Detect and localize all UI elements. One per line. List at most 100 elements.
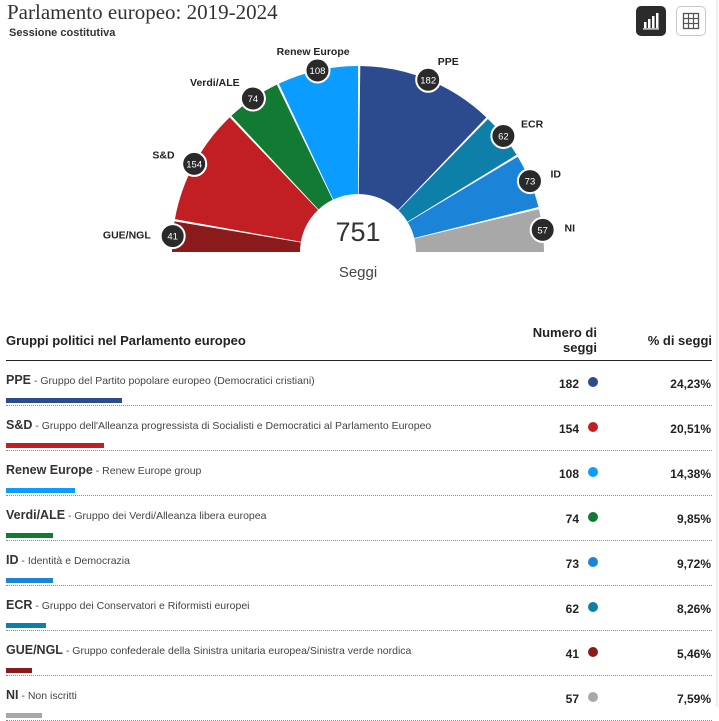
group-abbr: Renew Europe [6, 463, 93, 477]
seat-count-verdi-ale: 74 [248, 94, 259, 105]
seat-count-gue-ngl: 41 [167, 232, 178, 243]
total-seats-label: Seggi [339, 264, 377, 281]
group-label-ni: NI [565, 222, 576, 234]
seat-count-s-d: 154 [186, 159, 202, 170]
group-name: PPE - Gruppo del Partito popolare europe… [6, 373, 315, 387]
group-full-name: - Gruppo dei Verdi/Alleanza libera europ… [65, 510, 267, 522]
share-bar [6, 443, 104, 448]
color-dot [588, 422, 598, 432]
seat-badge-id [516, 168, 543, 195]
seat-count-ppe: 182 [420, 75, 436, 86]
group-label-renew-europe: Renew Europe [277, 46, 350, 58]
hemicycle-chart: 41 GUE/NGL 154 S&D 74 Verdi/ALE 108 Renew Europ… [103, 46, 576, 281]
table-view-button[interactable] [676, 6, 706, 36]
percent-value: 14,38% [670, 467, 711, 481]
table-row: ECR - Gruppo dei Conservatori e Riformis… [6, 585, 712, 631]
percent-value: 20,51% [670, 422, 711, 436]
share-bar [6, 398, 122, 403]
table-row: GUE/NGL - Gruppo confederale della Sinis… [6, 630, 712, 676]
seats-value: 62 [565, 602, 579, 616]
group-name: Renew Europe - Renew Europe group [6, 463, 201, 477]
segment-ppe[interactable] [358, 66, 487, 211]
seats-value: 154 [558, 422, 579, 436]
seat-badge-gue-ngl [159, 223, 186, 250]
table-row: NI - Non iscritti 57 7,59% [6, 675, 712, 721]
segment-verdi-ale[interactable] [231, 84, 333, 210]
color-dot [588, 602, 598, 612]
chart-view-button[interactable] [636, 6, 666, 36]
table-row: ID - Identità e Democrazia 73 9,72% [6, 540, 712, 586]
group-abbr: S&D [6, 418, 33, 432]
seats-value: 41 [565, 647, 579, 661]
seat-count-renew-europe: 108 [310, 66, 326, 77]
group-label-ppe: PPE [438, 56, 459, 68]
table-header: Gruppi politici nel Parlamento europeo N… [6, 320, 712, 361]
group-full-name: - Renew Europe group [92, 465, 202, 477]
seats-value: 108 [558, 467, 579, 481]
seats-value: 57 [565, 692, 579, 706]
group-full-name: - Gruppo confederale della Sinistra unit… [62, 645, 412, 657]
total-seats: 751 [335, 217, 380, 247]
table-row: Verdi/ALE - Gruppo dei Verdi/Alleanza li… [6, 495, 712, 541]
segment-ni[interactable] [414, 209, 544, 252]
column-header-group: Gruppi politici nel Parlamento europeo [6, 333, 246, 348]
group-abbr: ECR [6, 598, 33, 612]
seat-count-id: 73 [525, 177, 536, 188]
color-dot [588, 647, 598, 657]
share-bar [6, 668, 32, 673]
group-label-s-d: S&D [152, 149, 175, 161]
percent-value: 8,26% [676, 602, 711, 616]
seat-badge-renew-europe [304, 57, 331, 84]
group-full-name: - Gruppo dell'Alleanza progressista di S… [32, 420, 432, 432]
segment-id[interactable] [407, 156, 539, 238]
percent-value: 7,59% [676, 692, 711, 706]
seats-value: 182 [558, 377, 579, 391]
seats-value: 73 [565, 557, 579, 571]
page-subtitle: Sessione costitutiva [9, 27, 116, 39]
share-bar [6, 488, 75, 493]
percent-value: 9,72% [676, 557, 711, 571]
table-row: S&D - Gruppo dell'Alleanza progressista … [6, 405, 712, 451]
percent-value: 5,46% [676, 647, 711, 661]
color-dot [588, 377, 598, 387]
group-name: Verdi/ALE - Gruppo dei Verdi/Alleanza li… [6, 508, 266, 522]
group-abbr: NI [6, 688, 19, 702]
seat-badge-ppe [415, 66, 442, 93]
group-full-name: - Gruppo dei Conservatori e Riformisti e… [32, 600, 250, 612]
table-row: PPE - Gruppo del Partito popolare europe… [6, 360, 712, 406]
segment-ecr[interactable] [398, 118, 517, 222]
seat-count-ecr: 62 [498, 131, 509, 142]
group-name: GUE/NGL - Gruppo confederale della Sinis… [6, 643, 411, 657]
percent-value: 24,23% [670, 377, 711, 391]
column-header-seats: Numero di seggi [532, 325, 597, 355]
bar-chart-icon [643, 13, 659, 30]
share-bar [6, 713, 42, 718]
group-abbr: PPE [6, 373, 32, 387]
color-dot [588, 557, 598, 567]
group-label-id: ID [550, 168, 561, 180]
group-abbr: GUE/NGL [6, 643, 63, 657]
group-name: S&D - Gruppo dell'Alleanza progressista … [6, 418, 431, 432]
group-label-ecr: ECR [521, 119, 544, 131]
segment-gue-ngl[interactable] [172, 221, 301, 252]
group-full-name: - Non iscritti [18, 690, 77, 702]
share-bar [6, 578, 53, 583]
seat-badge-ecr [490, 122, 517, 149]
seat-count-ni: 57 [537, 225, 548, 236]
column-header-percent: % di seggi [647, 333, 712, 348]
group-label-verdi-ale: Verdi/ALE [190, 77, 240, 89]
segment-s-d[interactable] [174, 117, 318, 242]
group-name: NI - Non iscritti [6, 688, 77, 702]
group-name: ECR - Gruppo dei Conservatori e Riformis… [6, 598, 250, 612]
segment-renew-europe[interactable] [278, 66, 359, 200]
seat-badge-verdi-ale [239, 85, 266, 112]
seat-badge-ni [529, 216, 556, 243]
share-bar [6, 533, 53, 538]
color-dot [588, 512, 598, 522]
table-row: Renew Europe - Renew Europe group 108 14,3… [6, 450, 712, 496]
group-label-gue-ngl: GUE/NGL [103, 229, 151, 241]
page-title: Parlamento europeo: 2019-2024 [7, 0, 278, 24]
group-abbr: Verdi/ALE [6, 508, 66, 522]
table-grid-icon [682, 12, 700, 30]
seats-value: 74 [565, 512, 579, 526]
